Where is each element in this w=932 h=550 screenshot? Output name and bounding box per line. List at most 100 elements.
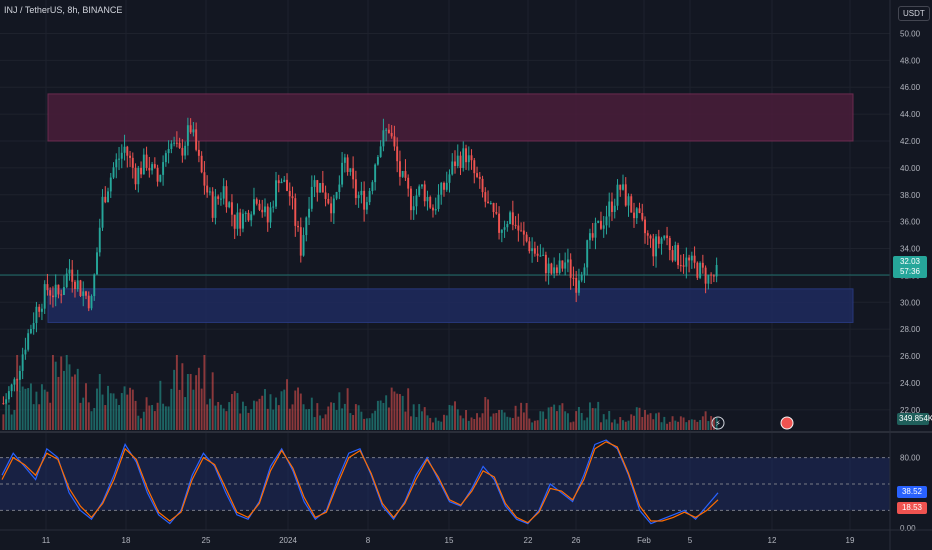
volume-bar <box>443 414 445 430</box>
candle-body <box>564 262 567 269</box>
volume-bar <box>131 389 134 430</box>
event-flag-icon <box>780 416 794 430</box>
volume-bar <box>189 373 192 430</box>
volume-bar <box>679 416 682 430</box>
candle-body <box>448 174 451 183</box>
volume-bar <box>222 408 225 430</box>
volume-bar <box>597 401 600 430</box>
volume-bar <box>35 391 38 430</box>
candle-body <box>129 155 132 158</box>
volume-bar <box>520 402 523 430</box>
volume-bar <box>230 394 233 430</box>
volume-bar <box>192 389 195 430</box>
currency-selector[interactable]: USDT <box>898 6 930 21</box>
candle-body <box>619 184 622 190</box>
candle-body <box>655 236 658 257</box>
candle-body <box>437 194 440 210</box>
candle-body <box>236 212 239 229</box>
candle-body <box>346 157 349 172</box>
candle-body <box>178 142 181 148</box>
candle-body <box>506 223 509 228</box>
candle-body <box>327 198 330 204</box>
candle-body <box>352 168 355 180</box>
candle-body <box>335 192 338 199</box>
volume-bar <box>577 407 580 430</box>
volume-bar <box>712 417 715 430</box>
candle-body <box>374 164 377 183</box>
volume-bar <box>277 405 280 430</box>
stoch-line-k <box>1 439 719 525</box>
candle-body <box>420 184 423 187</box>
candle-body <box>18 370 21 380</box>
candle-body <box>368 191 371 203</box>
candle-body <box>189 125 192 133</box>
candle-body <box>701 262 704 268</box>
volume-bar <box>423 407 426 430</box>
volume-bar <box>286 379 288 430</box>
volume-bar <box>531 422 534 430</box>
volume-bar <box>481 413 484 430</box>
volume-bar <box>385 395 388 430</box>
volume-bar <box>308 409 311 430</box>
volume-bar <box>140 418 143 430</box>
volume-bar <box>244 406 247 430</box>
volume-bar <box>38 404 41 430</box>
candle-body <box>588 233 591 241</box>
candle-body <box>679 265 682 267</box>
candle-body <box>90 296 93 309</box>
volume-bar <box>302 404 305 430</box>
candle-body <box>319 183 322 193</box>
candle-body <box>239 212 242 229</box>
candle-body <box>539 255 542 257</box>
volume-bar <box>354 404 357 430</box>
volume-bar <box>374 410 377 430</box>
volume-bar <box>506 416 509 430</box>
lightning-icon <box>711 416 725 430</box>
volume-bar <box>641 416 644 430</box>
candle-body <box>602 225 605 229</box>
y-tick-label: 24.00 <box>900 379 921 388</box>
volume-bar <box>98 374 101 430</box>
candle-body <box>32 323 35 330</box>
candle-body <box>275 180 277 207</box>
candle-body <box>357 195 360 199</box>
volume-bar <box>498 409 501 430</box>
volume-bar <box>291 404 294 430</box>
candle-body <box>280 181 283 184</box>
candle-body <box>696 262 699 278</box>
volume-bar <box>134 400 137 430</box>
volume-bar <box>511 417 514 430</box>
volume-bar <box>440 421 443 430</box>
volume-bar <box>164 406 167 430</box>
volume-bar <box>208 398 211 430</box>
candle-body <box>688 257 691 261</box>
volume-bar <box>170 388 173 430</box>
volume-bar <box>261 395 264 430</box>
volume-bar <box>239 413 242 430</box>
candle-body <box>87 295 90 309</box>
volume-bar <box>398 394 401 430</box>
candle-body <box>445 182 448 190</box>
volume-bar <box>297 387 300 430</box>
candle-body <box>575 277 578 293</box>
volume-bar <box>200 388 203 430</box>
candle-body <box>104 196 107 203</box>
volume-bar <box>663 416 666 430</box>
stoch-d-badge: 18.53 <box>897 502 927 514</box>
volume-bar <box>341 408 344 430</box>
candle-body <box>164 153 167 163</box>
candle-body <box>261 209 264 213</box>
volume-bar <box>54 361 57 430</box>
volume-bar <box>269 394 272 430</box>
volume-bar <box>93 407 96 430</box>
volume-bar <box>324 414 327 430</box>
volume-bar <box>327 406 330 430</box>
candle-body <box>145 154 148 168</box>
candle-body <box>495 212 498 214</box>
candle-body <box>46 284 49 291</box>
x-tick-label: Feb <box>637 536 651 545</box>
y-tick-label: 48.00 <box>900 56 921 65</box>
volume-bar <box>65 355 68 430</box>
candle-body <box>120 152 123 159</box>
